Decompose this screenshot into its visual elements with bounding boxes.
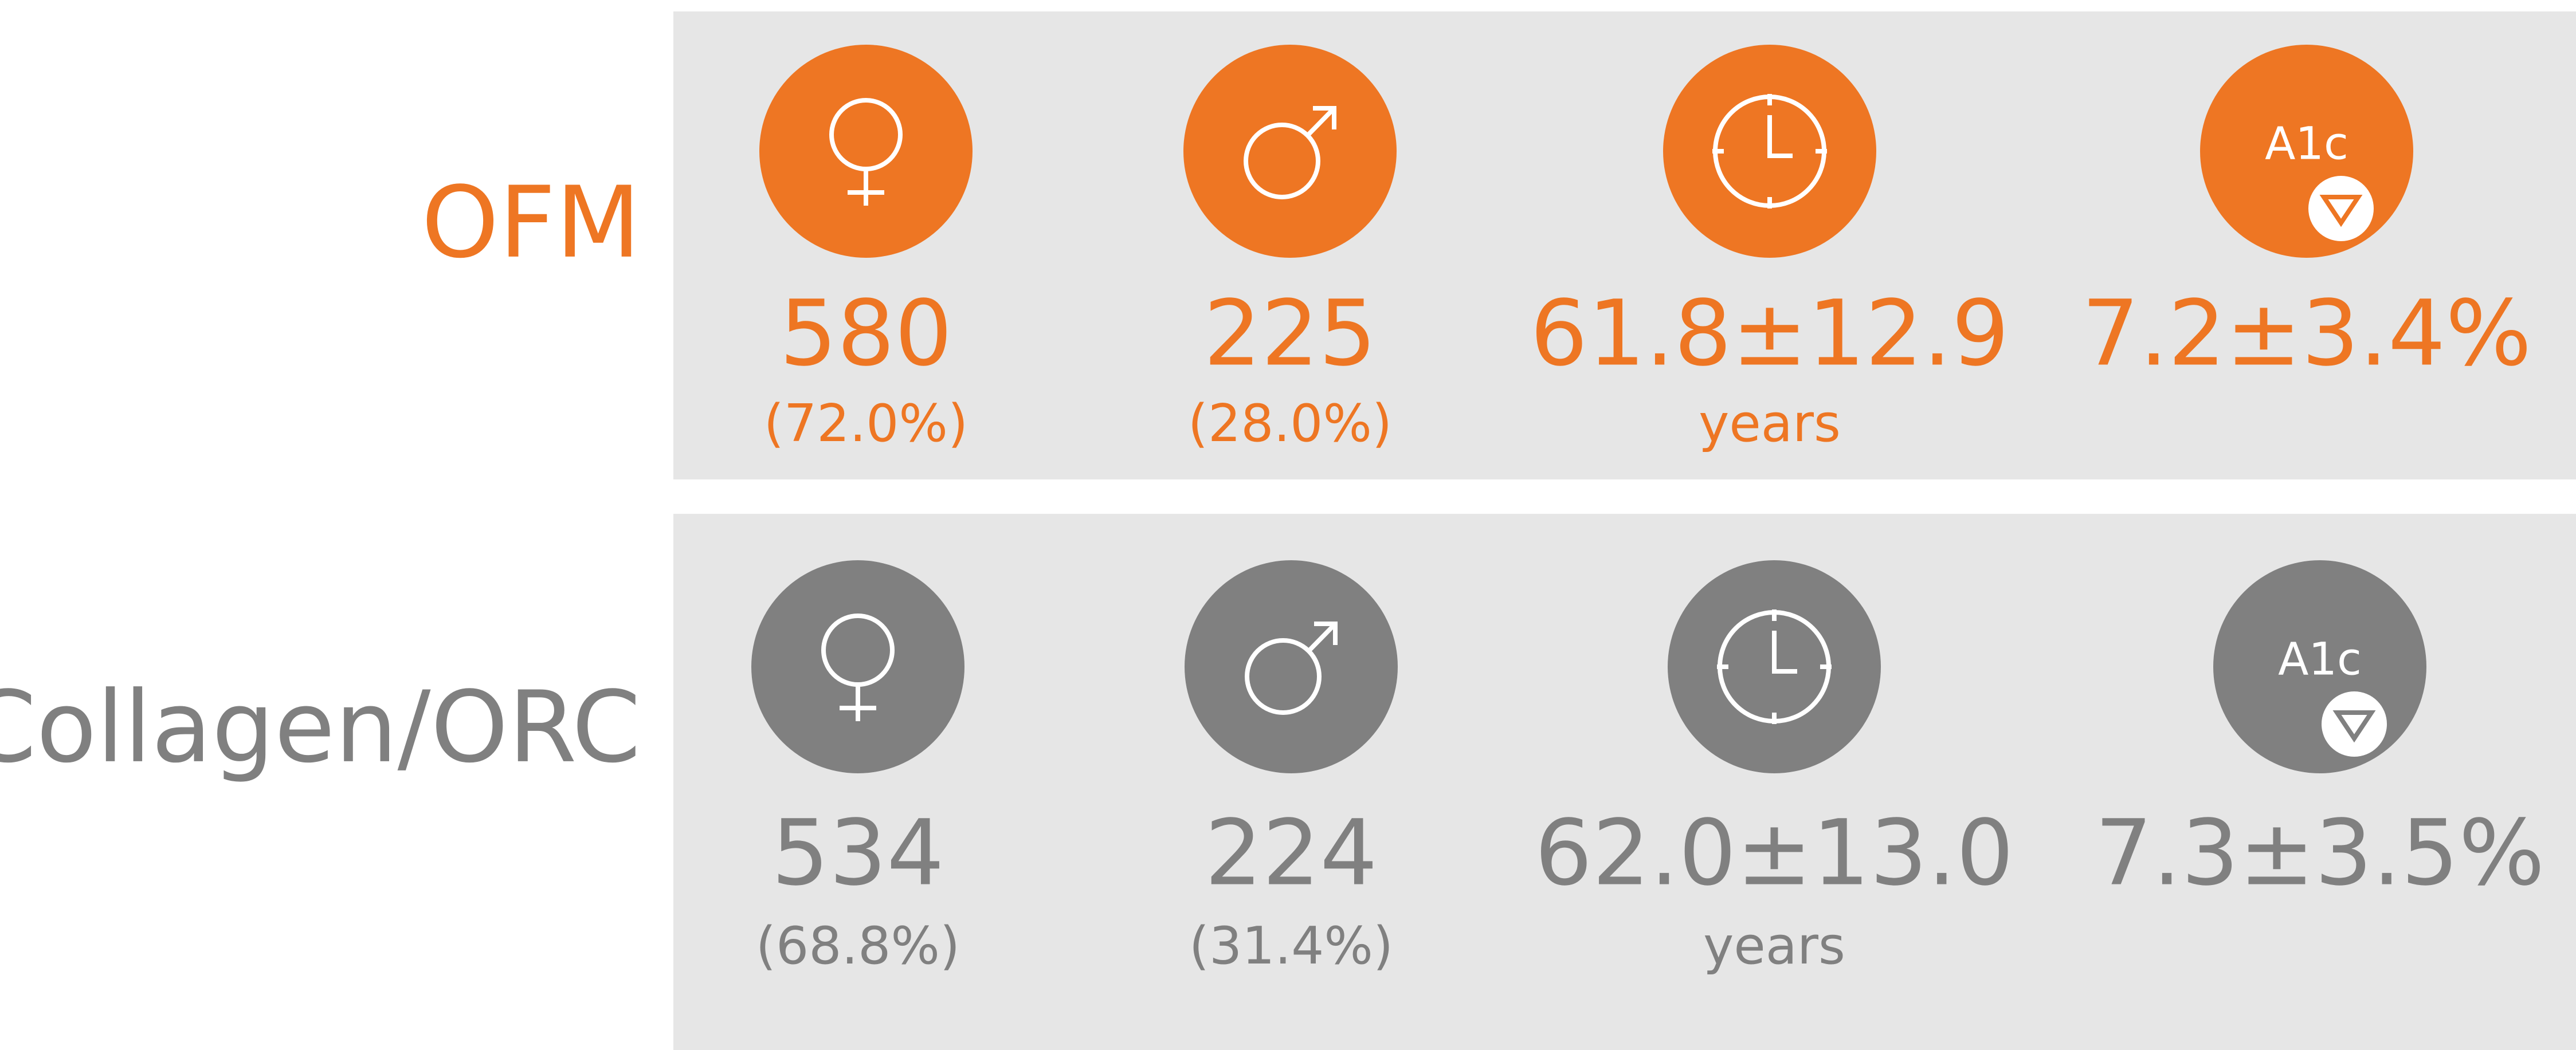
icon-stroke [1245, 638, 1322, 715]
icon-stroke [1307, 622, 1337, 652]
stat: 62.0±13.0 years [1535, 560, 2014, 976]
stat: 534 (68.8%) [751, 560, 964, 976]
icon-circle [759, 45, 973, 258]
stat-sub: years [1703, 916, 1845, 976]
row-label: OFM [421, 165, 641, 280]
stat-sub: (28.0%) [1188, 394, 1392, 454]
stat-value: 225 [1203, 281, 1377, 386]
stat-value: 7.2±3.4% [2081, 281, 2531, 386]
stat: A1c 7.2±3.4% [2081, 45, 2532, 386]
stat-value: 7.3±3.5% [2095, 800, 2544, 906]
stat-sub: (72.0%) [764, 394, 968, 454]
icon-label: A1c [2265, 118, 2348, 170]
icon-stroke [1772, 631, 1797, 674]
icon-circle [751, 560, 964, 773]
icon-stroke [1244, 123, 1320, 199]
stat: 225 (28.0%) [1183, 45, 1397, 454]
icon-badge [2322, 691, 2387, 757]
icon-stroke [1314, 622, 1338, 645]
icon-stroke [1767, 115, 1793, 158]
icon-badge [2308, 176, 2374, 241]
stat: 580 (72.0%) [759, 45, 973, 454]
icon-label: A1c [2278, 634, 2362, 685]
icon-stroke [2332, 710, 2376, 743]
stat-sub: (31.4%) [1189, 916, 1393, 976]
icon-circle [1183, 45, 1397, 258]
stat-value: 62.0±13.0 [1535, 800, 2014, 906]
icon-circle [1185, 560, 1398, 773]
stat: A1c 7.3±3.5% [2095, 560, 2545, 906]
icon-stroke [1313, 106, 1336, 129]
icon-stroke [2319, 195, 2363, 227]
stat: 61.8±12.9 years [1530, 45, 2009, 454]
stat-value: 224 [1205, 800, 1378, 906]
stat-sub: years [1699, 394, 1841, 454]
stat-sub: (68.8%) [756, 916, 960, 976]
icon-stroke [1306, 107, 1336, 137]
stat-value: 534 [771, 800, 944, 906]
stat-value: 61.8±12.9 [1530, 281, 2009, 386]
stat: 224 (31.4%) [1185, 560, 1398, 976]
row-label: Collagen/ORC [0, 670, 641, 785]
stat-value: 580 [779, 281, 952, 386]
